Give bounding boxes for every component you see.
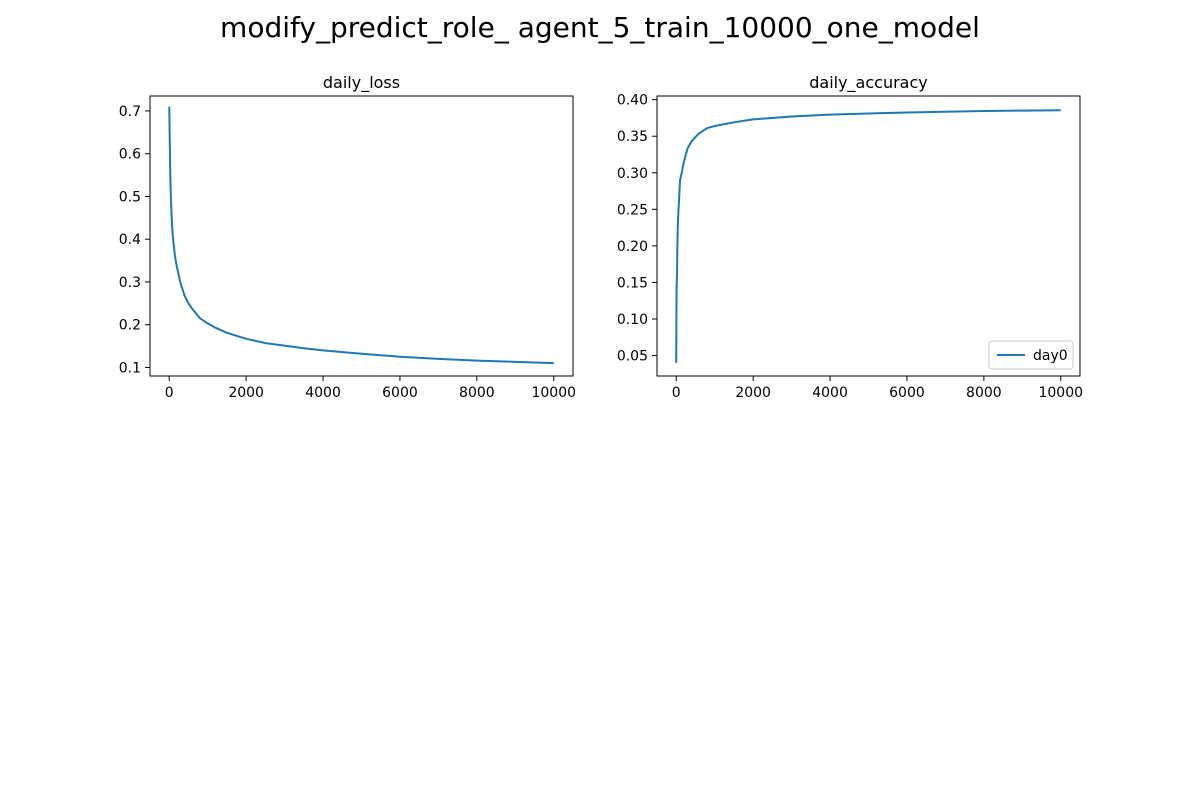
x-tick-label: 0	[672, 385, 681, 401]
y-tick-label: 0.20	[617, 239, 648, 255]
y-tick-label: 0.6	[119, 147, 141, 163]
y-tick-label: 0.5	[119, 189, 141, 205]
subplot-1: daily_loss 0 2000 4000 6000 8000 10000 0.1 0.2 0.…	[119, 73, 576, 401]
subplot-title: daily_accuracy	[809, 73, 928, 93]
x-tick-label: 6000	[889, 385, 925, 401]
series-line	[168, 106, 554, 365]
x-tick-label: 4000	[305, 385, 341, 401]
y-tick-label: 0.30	[617, 166, 648, 182]
x-tick-label: 8000	[966, 385, 1002, 401]
legend-label: day0	[1033, 348, 1068, 364]
x-tick-label: 10000	[1038, 385, 1083, 401]
legend: day0	[988, 340, 1074, 370]
subplot-2: daily_accuracy 0 2000 4000 6000 8000 10000 0.05…	[617, 73, 1083, 401]
y-tick-label: 0.2	[119, 318, 141, 334]
figure-title: modify_predict_role_ agent_5_train_10000…	[220, 11, 980, 44]
y-tick-label: 0.25	[617, 202, 648, 218]
y-tick-label: 0.15	[617, 275, 648, 291]
x-tick-label: 2000	[735, 385, 771, 401]
x-tick-label: 0	[165, 385, 174, 401]
legend-box	[988, 340, 1074, 370]
y-tick-label: 0.10	[617, 312, 648, 328]
x-tick-label: 10000	[531, 385, 576, 401]
x-tick-label: 8000	[459, 385, 495, 401]
series-line	[675, 109, 1061, 363]
y-tick-label: 0.35	[617, 129, 648, 145]
x-tick-label: 2000	[228, 385, 264, 401]
x-tick-label: 4000	[812, 385, 848, 401]
y-tick-label: 0.7	[119, 104, 141, 120]
axes-frame	[656, 95, 1081, 377]
y-tick-label: 0.05	[617, 349, 648, 365]
subplot-title: daily_loss	[323, 73, 400, 93]
y-tick-label: 0.4	[119, 232, 141, 248]
y-tick-label: 0.3	[119, 275, 141, 291]
axes-frame	[149, 95, 574, 377]
y-tick-label: 0.40	[617, 93, 648, 109]
x-tick-label: 6000	[382, 385, 418, 401]
y-tick-label: 0.1	[119, 360, 141, 376]
